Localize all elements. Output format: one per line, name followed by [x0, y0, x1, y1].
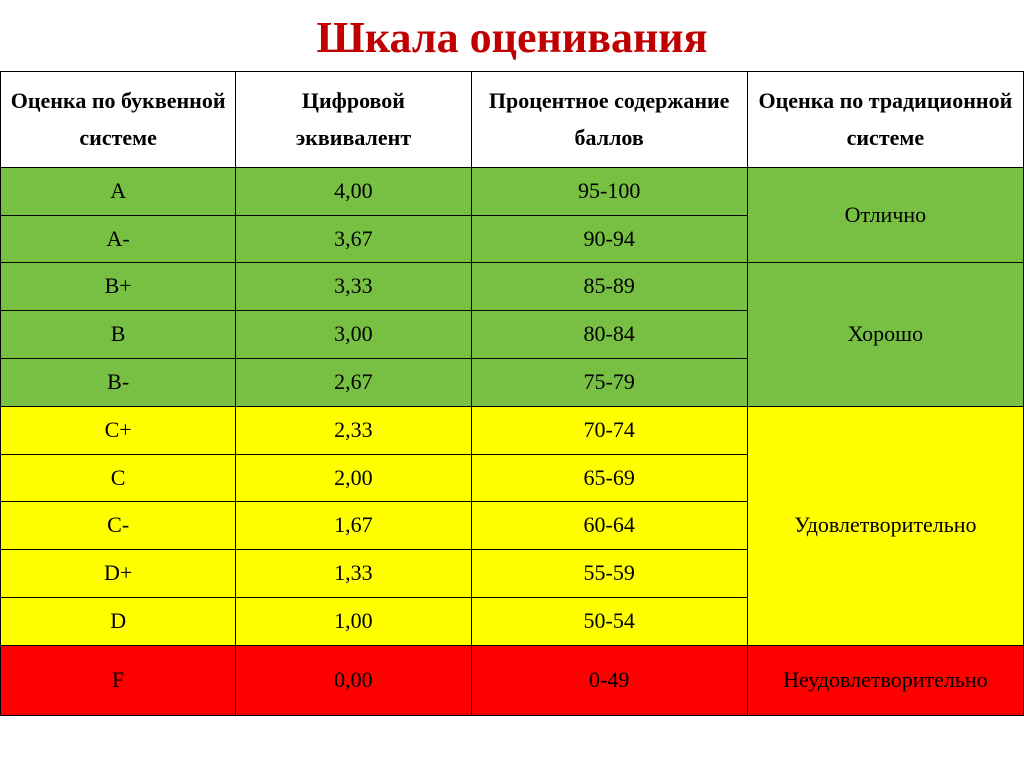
cell-numeric: 1,33 — [236, 550, 471, 598]
cell-numeric: 3,67 — [236, 215, 471, 263]
cell-letter: A- — [1, 215, 236, 263]
cell-letter: F — [1, 645, 236, 715]
cell-letter: D+ — [1, 550, 236, 598]
cell-percent: 60-64 — [471, 502, 747, 550]
cell-letter: D — [1, 597, 236, 645]
cell-letter: B — [1, 311, 236, 359]
slide: Шкала оценивания Оценка по буквенной сис… — [0, 0, 1024, 767]
cell-numeric: 3,00 — [236, 311, 471, 359]
cell-letter: B- — [1, 358, 236, 406]
cell-numeric: 1,00 — [236, 597, 471, 645]
col-header-traditional: Оценка по традиционной системе — [747, 72, 1023, 168]
table-row: A4,0095-100Отлично — [1, 167, 1024, 215]
cell-percent: 75-79 — [471, 358, 747, 406]
grading-table: Оценка по буквенной системе Цифровой экв… — [0, 71, 1024, 716]
cell-percent: 55-59 — [471, 550, 747, 598]
cell-letter: C — [1, 454, 236, 502]
cell-percent: 90-94 — [471, 215, 747, 263]
cell-numeric: 0,00 — [236, 645, 471, 715]
cell-numeric: 3,33 — [236, 263, 471, 311]
cell-percent: 50-54 — [471, 597, 747, 645]
table-row: F0,000-49Неудовлетворительно — [1, 645, 1024, 715]
cell-percent: 70-74 — [471, 406, 747, 454]
table-header-row: Оценка по буквенной системе Цифровой экв… — [1, 72, 1024, 168]
page-title: Шкала оценивания — [0, 0, 1024, 71]
col-header-numeric: Цифровой эквивалент — [236, 72, 471, 168]
cell-numeric: 2,00 — [236, 454, 471, 502]
cell-numeric: 4,00 — [236, 167, 471, 215]
cell-letter: A — [1, 167, 236, 215]
col-header-letter: Оценка по буквенной системе — [1, 72, 236, 168]
cell-percent: 0-49 — [471, 645, 747, 715]
cell-percent: 65-69 — [471, 454, 747, 502]
cell-numeric: 2,67 — [236, 358, 471, 406]
cell-letter: B+ — [1, 263, 236, 311]
cell-traditional: Отлично — [747, 167, 1023, 263]
cell-percent: 85-89 — [471, 263, 747, 311]
cell-letter: C- — [1, 502, 236, 550]
cell-letter: C+ — [1, 406, 236, 454]
cell-traditional: Удовлетворительно — [747, 406, 1023, 645]
cell-numeric: 2,33 — [236, 406, 471, 454]
cell-percent: 80-84 — [471, 311, 747, 359]
table-row: C+2,3370-74Удовлетворительно — [1, 406, 1024, 454]
cell-numeric: 1,67 — [236, 502, 471, 550]
cell-percent: 95-100 — [471, 167, 747, 215]
cell-traditional: Неудовлетворительно — [747, 645, 1023, 715]
col-header-percent: Процентное содержание баллов — [471, 72, 747, 168]
cell-traditional: Хорошо — [747, 263, 1023, 406]
table-row: B+3,3385-89Хорошо — [1, 263, 1024, 311]
